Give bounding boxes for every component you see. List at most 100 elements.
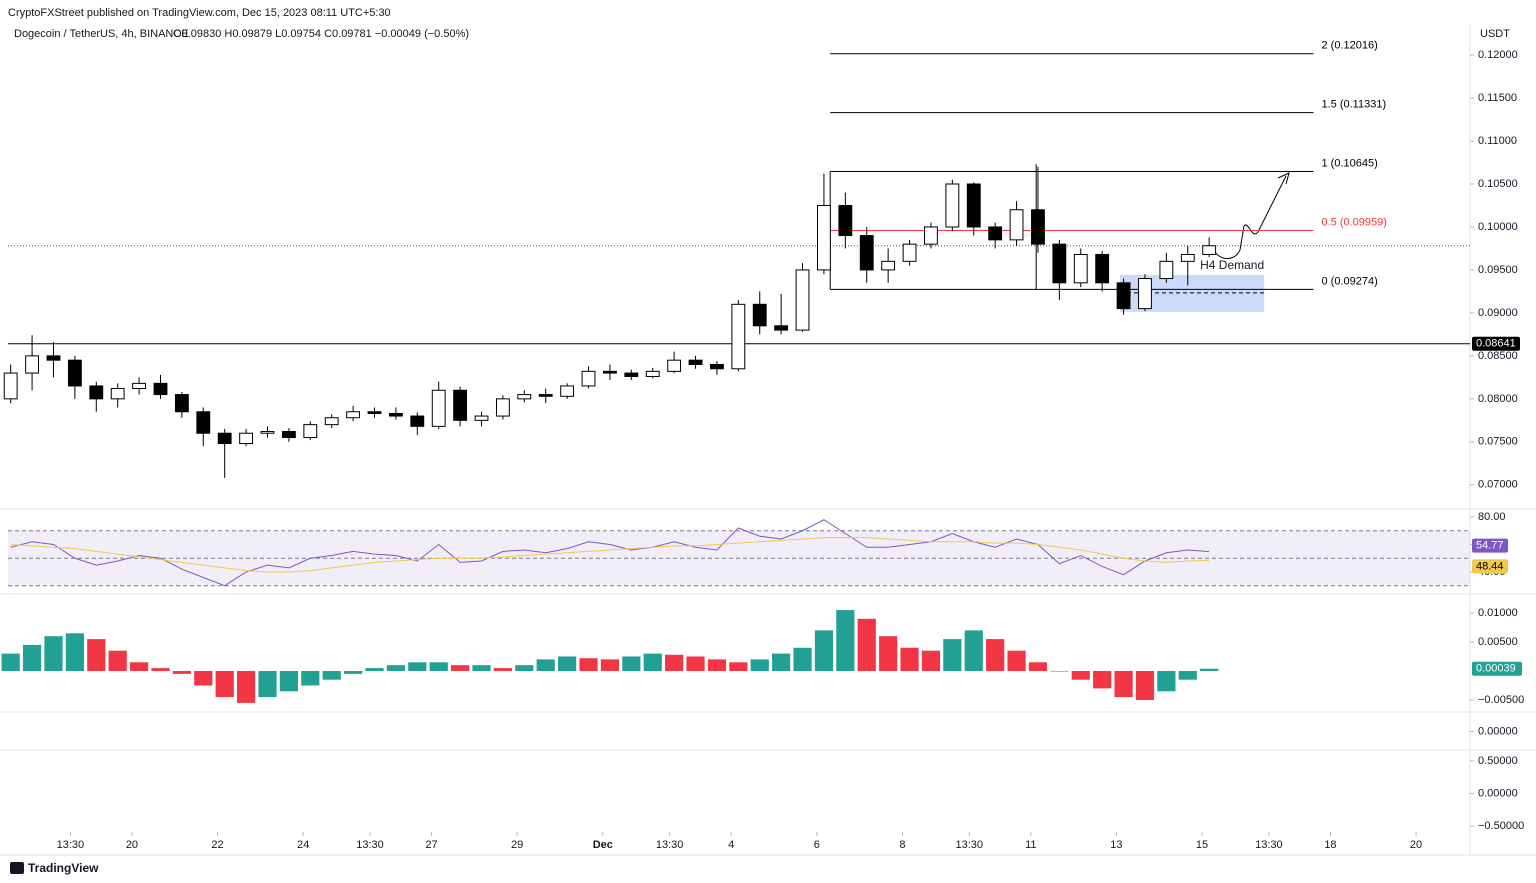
histogram-bar xyxy=(943,639,962,671)
histogram-bar xyxy=(1007,650,1026,671)
symbol: Dogecoin / TetherUS, 4h, BINANCE xyxy=(14,28,189,40)
y-tick-label: 0.07500 xyxy=(1478,436,1518,448)
x-tick-label: 13 xyxy=(1110,839,1122,851)
candle-body xyxy=(988,226,1003,241)
candle-body xyxy=(1202,245,1217,255)
histogram-bar xyxy=(643,653,662,671)
last-value-bg xyxy=(1472,559,1508,574)
brand: TradingView xyxy=(28,861,99,875)
y-tick-label: −0.50000 xyxy=(1478,820,1524,832)
histogram-bar xyxy=(964,630,983,671)
candle-body xyxy=(410,415,425,427)
candle-body xyxy=(795,269,810,331)
y-tick-label: 0.11500 xyxy=(1478,92,1517,104)
histogram-bar xyxy=(1135,670,1155,700)
candle-body xyxy=(495,398,510,417)
arrow-head xyxy=(1277,172,1290,185)
histogram-bar xyxy=(1093,670,1112,689)
candle-body xyxy=(431,389,446,427)
candle-body xyxy=(817,204,831,271)
histogram-bar xyxy=(814,630,834,671)
support-label-bg xyxy=(1472,336,1520,351)
x-tick-label: 27 xyxy=(425,839,437,851)
histogram-bar xyxy=(622,656,641,671)
histogram-bar xyxy=(879,636,898,671)
histogram-bar xyxy=(558,656,577,671)
candle-body xyxy=(346,411,361,419)
candle-body xyxy=(838,204,853,237)
last-value: 0.00039 xyxy=(1476,663,1516,675)
candle-body xyxy=(1009,209,1024,241)
fib-label: 1 (0.10645) xyxy=(1322,157,1378,169)
histogram-bar xyxy=(921,650,941,671)
histogram-bar xyxy=(986,639,1005,671)
histogram-bar xyxy=(665,654,684,671)
candle-body xyxy=(1073,253,1088,284)
candle-body xyxy=(1138,278,1152,310)
histogram-bar xyxy=(1157,670,1176,692)
histogram-bar xyxy=(857,618,876,671)
x-tick-label: 11 xyxy=(1025,839,1036,851)
fib-label: 2 (0.12016) xyxy=(1322,40,1378,52)
x-tick-label: 13:30 xyxy=(356,839,384,851)
y-tick-label: 0.10000 xyxy=(1478,221,1518,233)
candle-body xyxy=(388,412,403,417)
candle-body xyxy=(1159,260,1174,280)
y-tick-label: −0.00500 xyxy=(1478,694,1524,706)
candle-body xyxy=(110,388,125,400)
histogram-bar xyxy=(686,656,705,671)
candle-body xyxy=(560,385,575,397)
histogram-bar xyxy=(1200,668,1219,671)
candle-body xyxy=(688,359,703,365)
histogram-bar xyxy=(1028,662,1048,671)
support-label: 0.08641 xyxy=(1476,338,1516,350)
x-tick-label: 6 xyxy=(814,839,820,851)
candle-body xyxy=(1180,253,1195,262)
candle-body xyxy=(624,372,639,378)
candle-body xyxy=(731,303,746,370)
histogram-bar xyxy=(258,670,277,698)
candle-body xyxy=(581,370,596,387)
histogram-bar xyxy=(344,670,363,674)
candle-body xyxy=(667,359,682,372)
histogram-bar xyxy=(1071,670,1090,680)
histogram-bar xyxy=(600,659,620,671)
histogram-bar xyxy=(194,670,213,686)
candle-body xyxy=(3,372,18,400)
ohlc: O0.09830 H0.09879 L0.09754 C0.09781 −0.0… xyxy=(173,28,469,40)
histogram-bar xyxy=(65,633,84,671)
last-value-bg xyxy=(1472,538,1508,553)
zone-label: H4 Demand xyxy=(1200,258,1264,272)
last-value: 54.77 xyxy=(1476,540,1504,552)
histogram-bar xyxy=(408,662,427,671)
x-tick-label: 13:30 xyxy=(656,839,684,851)
x-tick-label: 13:30 xyxy=(57,839,85,851)
publisher: CryptoFXStreet published on TradingView.… xyxy=(8,7,391,19)
y-tick-label: 0.09500 xyxy=(1478,264,1518,276)
histogram-bar xyxy=(386,665,406,671)
y-tick-label: 0.08500 xyxy=(1478,350,1518,362)
brand-logo xyxy=(10,862,24,874)
y-tick-label: 0.00000 xyxy=(1478,725,1518,737)
candle-body xyxy=(196,411,211,434)
histogram-bar xyxy=(1,653,20,671)
candle-body xyxy=(25,355,39,374)
x-tick-label: 4 xyxy=(728,839,734,851)
candle-body xyxy=(710,363,724,370)
histogram-bar xyxy=(87,639,106,671)
x-tick-label: 22 xyxy=(211,839,223,851)
histogram-bar xyxy=(536,659,555,671)
histogram-bar xyxy=(451,665,470,671)
y-tick-label: 0.10500 xyxy=(1478,178,1518,190)
histogram-bar xyxy=(472,665,491,671)
candle-body xyxy=(1052,243,1067,284)
candle-body xyxy=(945,183,960,228)
y-tick-label: 0.50000 xyxy=(1478,755,1518,767)
candle-body xyxy=(217,432,232,445)
histogram-bar xyxy=(108,650,127,671)
x-tick-label: 20 xyxy=(1410,839,1422,851)
currency: USDT xyxy=(1480,28,1510,40)
histogram-bar xyxy=(750,659,769,671)
